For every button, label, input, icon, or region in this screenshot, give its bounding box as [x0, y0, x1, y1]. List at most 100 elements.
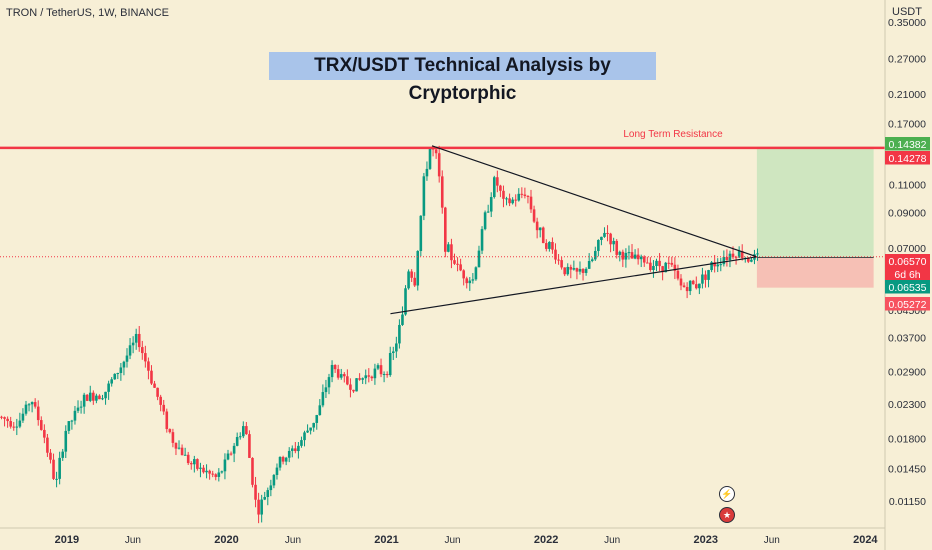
candle-body	[232, 445, 236, 454]
candle-body	[379, 365, 383, 375]
candle-body	[615, 240, 619, 255]
time-tick-label: Jun	[285, 535, 301, 546]
candle-body	[150, 370, 153, 384]
candle-body	[737, 251, 741, 258]
candle-body	[229, 453, 233, 455]
candle-body	[440, 176, 444, 208]
candle-body	[535, 221, 539, 231]
candle-body	[336, 369, 340, 378]
time-tick-label: 2022	[534, 534, 558, 546]
candle-body	[208, 470, 211, 474]
price-axis[interactable]: 0.35000 0.27000 0.21000 0.17000 0.11000 0.090…	[888, 17, 926, 508]
candle-body	[113, 373, 117, 380]
time-axis[interactable]: 2019 Jun 2020 Jun 2021 Jun 2022 Jun 2023 Jun 2024	[55, 534, 879, 546]
candle-body	[275, 467, 279, 475]
candle-body	[144, 353, 147, 362]
candle-body	[385, 374, 389, 376]
candle-body	[364, 375, 368, 379]
candle-body	[526, 195, 530, 197]
candle-body	[597, 239, 600, 251]
candle-body	[587, 260, 591, 269]
candle-body	[750, 259, 753, 262]
candle-body	[691, 280, 695, 285]
candle-body	[300, 440, 303, 446]
candle-body	[410, 271, 413, 278]
candle-body	[624, 252, 628, 260]
candle-body	[373, 368, 377, 379]
candle-body	[376, 365, 380, 369]
candle-body	[24, 404, 28, 414]
price-tag-label: 0.06570	[889, 256, 927, 268]
candle-body	[79, 406, 83, 408]
candle-body	[67, 421, 71, 431]
candle-body	[21, 413, 25, 421]
candle-body	[263, 496, 267, 500]
candle-body	[688, 280, 692, 292]
candle-body	[667, 262, 671, 264]
position-zones	[756, 146, 874, 288]
candle-body	[701, 274, 704, 284]
candle-body	[312, 422, 315, 428]
candle-body	[6, 418, 9, 422]
candle-body	[165, 411, 169, 430]
candle-body	[468, 280, 472, 284]
candle-body	[444, 207, 447, 252]
candle-body	[639, 256, 643, 260]
time-tick-label: 2019	[55, 534, 79, 546]
candle-body	[235, 437, 239, 446]
candle-body	[290, 448, 294, 451]
candle-body	[569, 266, 573, 270]
price-tick-label: 0.02300	[888, 399, 926, 411]
candle-body	[646, 262, 649, 264]
candle-body	[560, 260, 563, 268]
candle-body	[140, 347, 144, 354]
candle-body	[107, 383, 110, 392]
lightning-icon[interactable]: ⚡	[719, 486, 735, 502]
candle-body	[321, 392, 325, 406]
candle-body	[214, 474, 218, 477]
candle-body	[437, 153, 441, 177]
candle-body	[33, 402, 37, 407]
candle-body	[131, 342, 135, 346]
candle-body	[658, 260, 661, 267]
price-tick-label: 0.01450	[888, 464, 926, 476]
time-tick-label: Jun	[604, 535, 620, 546]
candle-body	[698, 283, 701, 289]
us-flag-icon[interactable]: ★	[719, 507, 735, 523]
price-tick-label: 0.01150	[889, 496, 926, 508]
candle-body	[661, 266, 664, 273]
candle-body	[315, 415, 319, 423]
price-tag	[885, 137, 930, 151]
candle-body	[333, 364, 337, 370]
candle-body	[428, 148, 432, 169]
candle-body	[116, 373, 120, 375]
price-tag	[885, 280, 930, 294]
candle-body	[462, 270, 465, 279]
candle-body	[483, 212, 487, 230]
candle-body	[627, 252, 631, 254]
price-tick-label: 0.02900	[888, 366, 926, 378]
candle-body	[722, 256, 726, 265]
candle-body	[177, 447, 181, 449]
candle-body	[260, 499, 263, 515]
candle-body	[511, 199, 514, 204]
candle-body	[532, 209, 536, 222]
candle-body	[95, 395, 98, 401]
candle-body	[590, 259, 594, 261]
time-tick-label: Jun	[444, 535, 460, 546]
price-tag	[885, 151, 930, 165]
candle-body	[740, 251, 744, 259]
candle-body	[330, 364, 334, 378]
candle-body	[456, 263, 459, 265]
symbol-info[interactable]: TRON / TetherUS, 1W, BINANCE	[6, 7, 170, 19]
candle-body	[655, 260, 658, 266]
candle-body	[343, 374, 346, 377]
candle-body	[489, 197, 493, 212]
candle-body	[425, 168, 429, 177]
candle-body	[137, 333, 141, 348]
candle-body	[502, 190, 505, 199]
price-tag-label: 0.05272	[889, 299, 927, 311]
price-unit-label: USDT	[892, 6, 922, 18]
